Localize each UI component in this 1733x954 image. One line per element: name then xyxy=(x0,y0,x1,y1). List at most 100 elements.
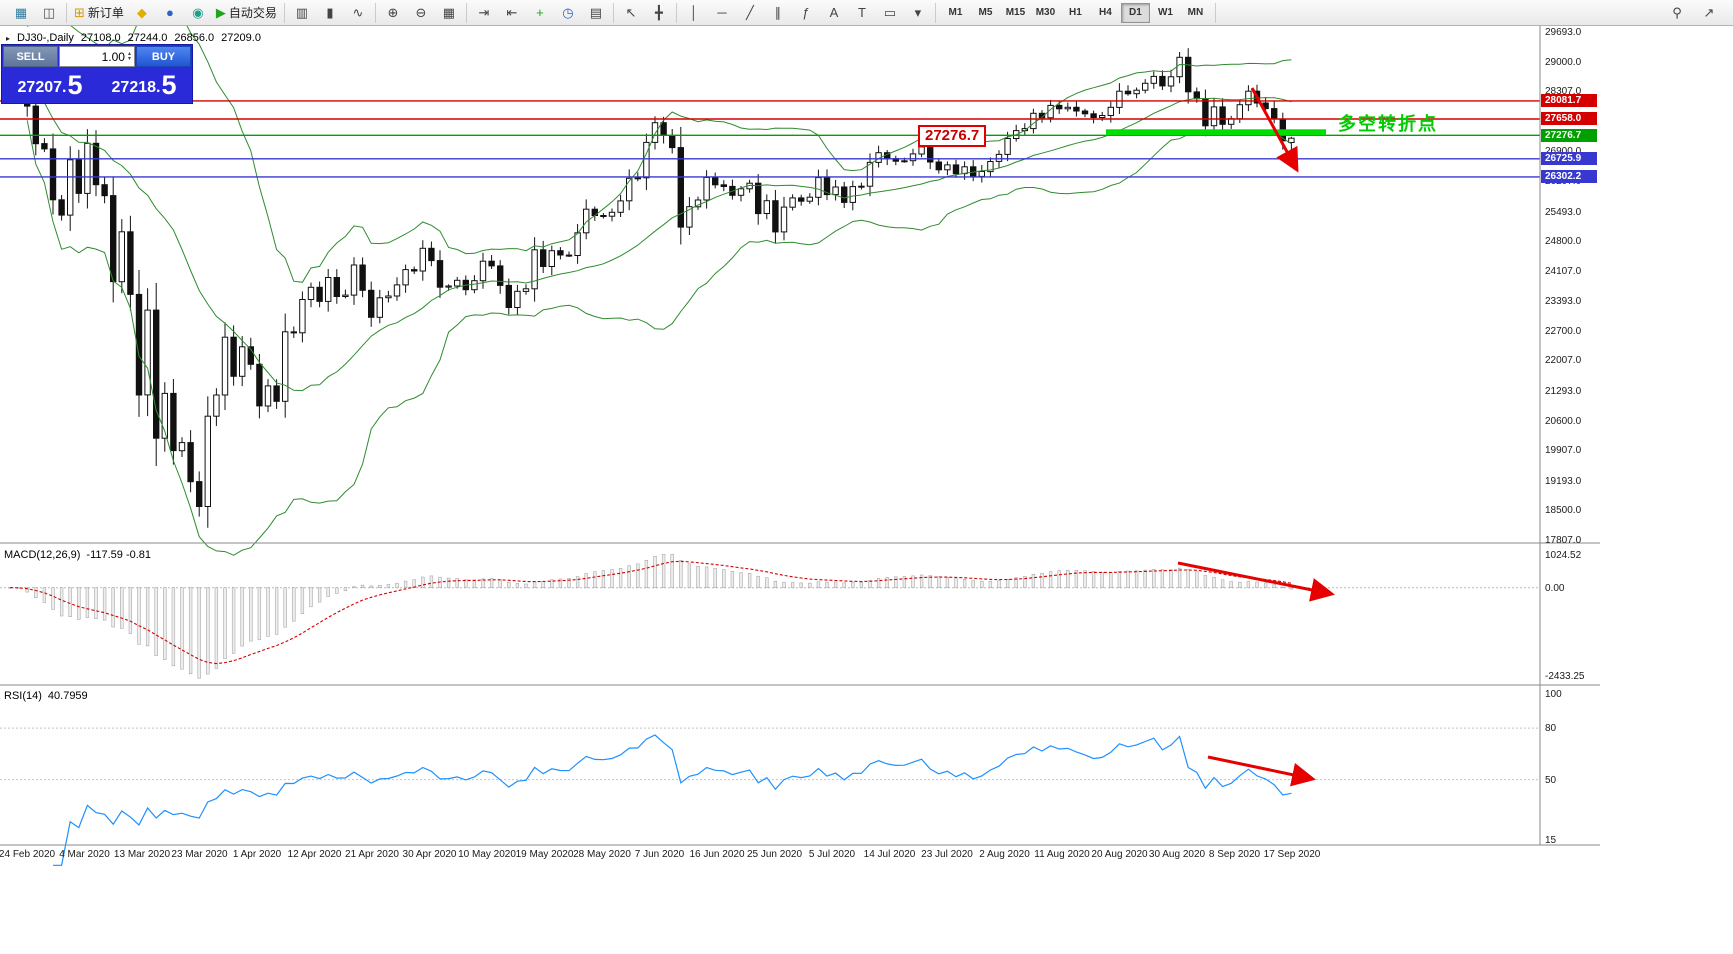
spinner-down-icon[interactable]: ▾ xyxy=(127,55,131,62)
price-axis[interactable]: 29693.029000.028307.027614.026900.026207… xyxy=(1540,26,1730,871)
data-window-button[interactable]: ◉ xyxy=(184,2,212,24)
line-chart-icon: ∿ xyxy=(352,5,364,20)
fibonacci-tool-button[interactable]: ƒ xyxy=(792,2,820,24)
price-tick-label: 25493.0 xyxy=(1545,206,1582,218)
add-indicator-button[interactable]: + xyxy=(526,2,554,24)
bollinger-bands xyxy=(26,26,1292,556)
buy-price: 27218. 5 xyxy=(111,70,177,100)
volume-spinner[interactable]: ▴ ▾ xyxy=(127,50,131,62)
chart-canvas[interactable] xyxy=(0,26,1600,890)
toolbar: ▦ ◫ ⊞ 新订单 ◆ ● ◉ ▶ 自动交易 ▥ ▮ ∿ ⊕ ⊖ ▦ ⇥ ⇤ + ◷ ▤ ↖ ╋ │ ─ ╱ ∥ ƒ A T ▭ ▾ M1 M… xyxy=(0,0,1733,26)
price-tick-label: 24800.0 xyxy=(1545,236,1582,248)
price-tick-label: 17807.0 xyxy=(1545,535,1582,546)
favorites-icon[interactable]: ◆ xyxy=(128,2,156,24)
price-tick-label: 22007.0 xyxy=(1545,355,1582,367)
volume-input[interactable]: 1.00 ▴ ▾ xyxy=(59,46,135,67)
crosshair-tool-button[interactable]: ╋ xyxy=(645,2,673,24)
profiles-icon: ◫ xyxy=(42,5,56,20)
shapes-tool-icon: ▭ xyxy=(883,5,897,20)
one-click-trading-panel: SELL 1.00 ▴ ▾ BUY 27207. 5 27218. 5 xyxy=(2,45,192,103)
spinner-up-icon[interactable]: ▴ xyxy=(127,50,131,57)
price-tick-label: 19907.0 xyxy=(1545,445,1582,457)
quick-nav-icon[interactable]: ↗ xyxy=(1703,4,1715,20)
date-tick-label: 12 Apr 2020 xyxy=(287,849,342,860)
new-chart-button[interactable]: ▦ xyxy=(7,2,35,24)
macd-values: -117.59 -0.81 xyxy=(86,549,152,561)
price-line-badge: 26302.2 xyxy=(1541,170,1597,184)
annotation-arrows xyxy=(1177,87,1335,787)
auto-trading-button[interactable]: ▶ 自动交易 xyxy=(212,2,281,24)
search-icon[interactable]: ⚲ xyxy=(1672,4,1682,20)
date-tick-label: 2 Aug 2020 xyxy=(979,849,1030,860)
timeframe-m1-button[interactable]: M1 xyxy=(948,7,963,18)
price-line-badge: 27276.7 xyxy=(1541,128,1597,142)
date-tick-label: 11 Aug 2020 xyxy=(1034,849,1090,860)
turning-point-label: 多空转折点 xyxy=(1338,114,1438,134)
vertical-line-tool-button[interactable]: │ xyxy=(680,2,708,24)
chart-shift-button[interactable]: ⇥ xyxy=(470,2,498,24)
price-tick-label: 18500.0 xyxy=(1545,505,1582,517)
ohlc-high: 27244.0 xyxy=(127,32,168,44)
timeframe-d1-button[interactable]: D1 xyxy=(1120,2,1150,23)
timeframe-w1-button[interactable]: W1 xyxy=(1157,7,1173,18)
sell-button[interactable]: SELL xyxy=(3,46,58,67)
timeframe-mn-button[interactable]: MN xyxy=(1187,7,1204,18)
label-tool-icon: T xyxy=(857,5,866,20)
date-tick-label: 10 May 2020 xyxy=(458,849,516,860)
tile-windows-button[interactable]: ▦ xyxy=(435,2,463,24)
date-tick-label: 14 Jul 2020 xyxy=(863,849,916,860)
date-tick-label: 16 Jun 2020 xyxy=(689,849,745,860)
date-tick-label: 23 Mar 2020 xyxy=(171,849,228,860)
panel-separators xyxy=(0,26,1600,846)
date-tick-label: 24 Feb 2020 xyxy=(0,849,56,860)
sell-price: 27207. 5 xyxy=(17,70,83,100)
timeframe-h4-button[interactable]: H4 xyxy=(1099,7,1112,18)
cursor-tool-button[interactable]: ↖ xyxy=(617,2,645,24)
market-watch-button[interactable]: ● xyxy=(156,2,184,24)
zoom-out-button[interactable]: ⊖ xyxy=(407,2,435,24)
horizontal-line-tool-button[interactable]: ─ xyxy=(708,2,736,24)
time-axis[interactable]: 24 Feb 2020 4 Mar 2020 13 Mar 2020 23 Mar 2… xyxy=(0,845,1600,867)
new-order-button[interactable]: ⊞ 新订单 xyxy=(70,2,128,24)
zoom-in-button[interactable]: ⊕ xyxy=(379,2,407,24)
price-tick-label: 20600.0 xyxy=(1545,415,1582,427)
periods-button[interactable]: ◷ xyxy=(554,2,582,24)
date-tick-label: 8 Sep 2020 xyxy=(1208,849,1261,860)
cursor-tool-icon: ↖ xyxy=(625,5,637,20)
profiles-button[interactable]: ◫ xyxy=(35,2,63,24)
timeframe-m15-button[interactable]: M15 xyxy=(1005,7,1026,18)
candlestick-chart-icon: ▮ xyxy=(326,5,334,20)
ohlc-low: 26856.0 xyxy=(174,32,215,44)
date-tick-label: 30 Aug 2020 xyxy=(1148,849,1206,860)
rsi-down-arrow xyxy=(1207,755,1316,787)
shapes-tool-button[interactable]: ▭ xyxy=(876,2,904,24)
date-tick-label: 1 Apr 2020 xyxy=(232,849,282,860)
auto-scroll-icon: ⇤ xyxy=(506,5,518,20)
price-tick-label: 19193.0 xyxy=(1545,475,1582,487)
chart-window: ▸ DJ30-,Daily 27108.0 27244.0 26856.0 27… xyxy=(0,26,1733,954)
line-chart-button[interactable]: ∿ xyxy=(344,2,372,24)
timeframe-h1-button[interactable]: H1 xyxy=(1069,7,1082,18)
channel-tool-button[interactable]: ∥ xyxy=(764,2,792,24)
trendline-tool-button[interactable]: ╱ xyxy=(736,2,764,24)
macd-scale-label: -2433.25 xyxy=(1545,671,1585,682)
date-tick-label: 17 Sep 2020 xyxy=(1263,849,1321,860)
date-tick-label: 19 May 2020 xyxy=(515,849,574,860)
timeframe-m30-button[interactable]: M30 xyxy=(1035,7,1056,18)
date-tick-label: 13 Mar 2020 xyxy=(113,849,171,860)
label-tool-button[interactable]: T xyxy=(848,2,876,24)
vertical-line-tool-icon: │ xyxy=(689,5,698,20)
trendline-tool-icon: ╱ xyxy=(746,5,754,20)
price-tick-label: 22700.0 xyxy=(1545,325,1582,337)
new-chart-icon: ▦ xyxy=(14,5,28,20)
templates-button[interactable]: ▤ xyxy=(582,2,610,24)
bar-chart-button[interactable]: ▥ xyxy=(288,2,316,24)
buy-button[interactable]: BUY xyxy=(136,46,191,67)
channel-tool-icon: ∥ xyxy=(774,5,782,20)
timeframe-m5-button[interactable]: M5 xyxy=(978,7,993,18)
shapes-dropdown-button[interactable]: ▾ xyxy=(904,2,932,24)
auto-scroll-button[interactable]: ⇤ xyxy=(498,2,526,24)
price-tick-label: 26900.0 xyxy=(1545,146,1581,157)
candlestick-chart-button[interactable]: ▮ xyxy=(316,2,344,24)
text-tool-button[interactable]: A xyxy=(820,2,848,24)
